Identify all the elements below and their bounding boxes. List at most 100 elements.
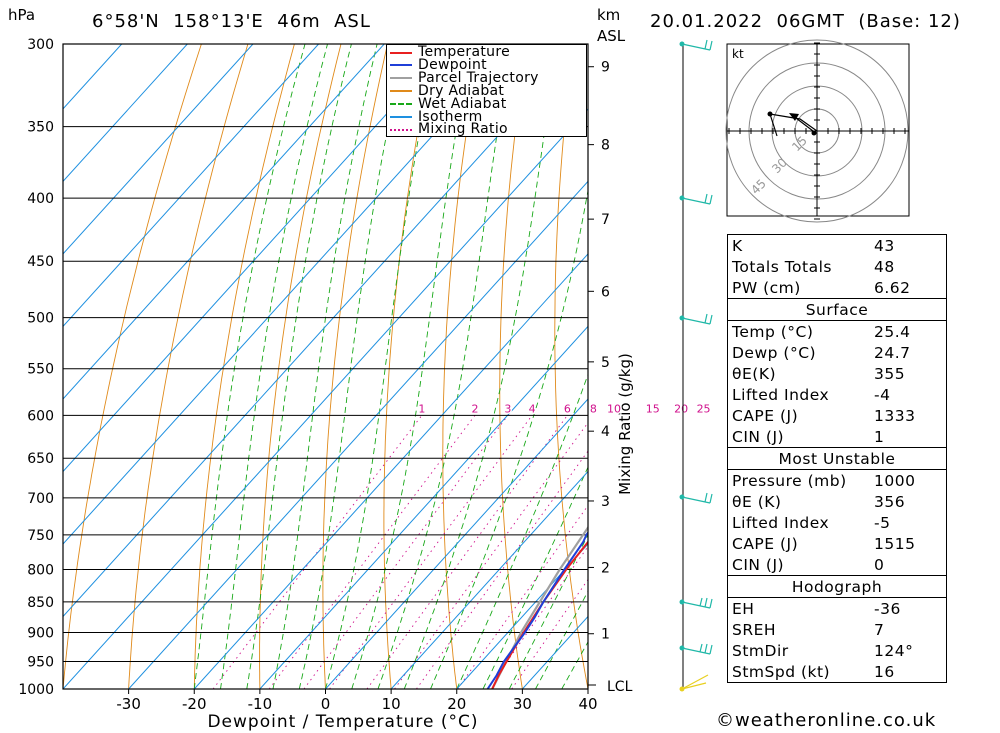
wind-barb (681, 643, 713, 655)
isotherm-line (63, 44, 319, 328)
index-section-title: Surface (727, 298, 947, 321)
index-value: 1515 (870, 533, 947, 554)
isotherm-line (63, 108, 588, 689)
index-value: 1333 (870, 405, 947, 426)
isotherm-line (63, 44, 188, 183)
wet-adiabat-line (193, 44, 306, 689)
index-row: StmDir 124° (727, 640, 947, 661)
isotherm-line (63, 44, 582, 618)
wind-barb-flag (704, 193, 708, 204)
wind-barb-flag (699, 643, 703, 653)
legend-swatch (390, 90, 412, 93)
dry-adiabat-line (992, 44, 1000, 689)
index-value: 124° (870, 640, 947, 661)
wind-barb-flag (709, 598, 713, 609)
wind-barb-flag (704, 643, 708, 654)
index-label: CIN (J) (727, 554, 870, 576)
wind-barb (681, 492, 713, 504)
hodograph-trace (769, 113, 818, 137)
legend-entry: Dry Adiabat (390, 82, 505, 99)
x-tick-label: 40 (578, 695, 597, 713)
wind-barb (681, 313, 713, 325)
indices-table: K 43 Totals Totals 48 PW (cm) 6.62 Surface Temp… (727, 234, 947, 683)
index-row: Temp (°C) 25.4 (727, 320, 947, 342)
wet-adiabat-line (430, 188, 588, 689)
pressure-tick-label: 950 (27, 655, 54, 671)
wind-barb-flag (704, 492, 708, 503)
index-value: -36 (870, 597, 947, 619)
km-tick-label: 9 (601, 60, 610, 76)
legend-label: Dry Adiabat (418, 82, 505, 99)
wet-adiabat-line (535, 590, 588, 689)
asl-unit-label: ASL (597, 27, 626, 45)
index-row: StmSpd (kt) 16 (727, 661, 947, 683)
index-label: Temp (°C) (727, 320, 870, 342)
legend-label: Temperature (418, 44, 510, 60)
mixing-ratio-value-label: 15 (646, 402, 660, 415)
lcl-label: LCL (607, 679, 633, 695)
chart-labels: 3003504004505005506006507007508008509009… (18, 37, 712, 732)
index-label: CAPE (J) (727, 533, 870, 554)
dry-adiabat-line (193, 44, 295, 689)
km-tick-label: 1 (601, 627, 610, 643)
index-section-header: Surface (727, 298, 947, 321)
mixing-ratio-line (457, 504, 588, 689)
mixing-ratio-value-label: 20 (674, 402, 688, 415)
legend-label: Isotherm (418, 108, 483, 125)
km-tick-label: 3 (601, 494, 610, 510)
index-row: K 43 (727, 234, 947, 256)
dry-adiabat-line (660, 44, 719, 689)
index-value: 7 (870, 619, 947, 640)
legend-entry: Wet Adiabat (390, 97, 507, 111)
pressure-tick-label: 700 (27, 491, 54, 507)
x-tick-label: 0 (321, 695, 331, 713)
isotherm-line (325, 398, 588, 689)
km-tick-label: 8 (601, 138, 610, 154)
wind-barb-flag (709, 40, 713, 51)
index-label: Lifted Index (727, 512, 870, 533)
index-label: Totals Totals (727, 256, 870, 277)
index-value: 24.7 (870, 342, 947, 363)
index-label: CAPE (J) (727, 405, 870, 426)
wet-adiabat-line (220, 44, 328, 689)
index-value: 25.4 (870, 320, 947, 342)
mixing-ratio-value-label: 2 (472, 402, 479, 415)
index-row: Pressure (mb) 1000 (727, 469, 947, 491)
km-tick-label: 4 (601, 424, 610, 440)
legend-swatch (390, 116, 412, 118)
index-row: Totals Totals 48 (727, 256, 947, 277)
storm-motion-arrowhead (789, 113, 799, 121)
index-value: 43 (870, 234, 947, 256)
parcel-trajectory (491, 525, 588, 689)
index-label: SREH (727, 619, 870, 640)
pressure-tick-label: 450 (27, 254, 54, 270)
mixing-ratio-value-label: 6 (564, 402, 571, 415)
hodograph-unit-label: kt (732, 47, 744, 61)
legend-swatch (390, 103, 412, 106)
dry-adiabat-line (499, 44, 528, 689)
hpa-unit-label: hPa (8, 6, 36, 24)
index-section-title: Most Unstable (727, 447, 947, 470)
x-tick-label: -20 (182, 695, 207, 713)
station-location: 6°58'N 158°13'E 46m ASL (92, 11, 371, 32)
pressure-tick-label: 550 (27, 362, 54, 378)
index-value: 1 (870, 426, 947, 448)
mixing-ratio-value-label: 4 (529, 402, 536, 415)
legend-entry: Parcel Trajectory (390, 71, 539, 85)
wet-adiabat-line (456, 373, 588, 689)
pressure-tick-label: 400 (27, 191, 54, 207)
pressure-tick-label: 650 (27, 451, 54, 467)
index-value: 48 (870, 256, 947, 277)
legend-entry: Mixing Ratio (390, 122, 508, 136)
legend-entry: Dewpoint (390, 58, 487, 72)
dry-adiabat-line (128, 44, 249, 689)
index-value: 355 (870, 363, 947, 384)
index-row: θE (K) 356 (727, 491, 947, 512)
index-label: θE(K) (727, 363, 870, 384)
index-value: 1000 (870, 469, 947, 491)
legend-swatch (390, 77, 412, 80)
km-unit-label: km (597, 6, 621, 24)
mixing-ratio-line (366, 415, 568, 689)
index-row: Lifted Index -5 (727, 512, 947, 533)
